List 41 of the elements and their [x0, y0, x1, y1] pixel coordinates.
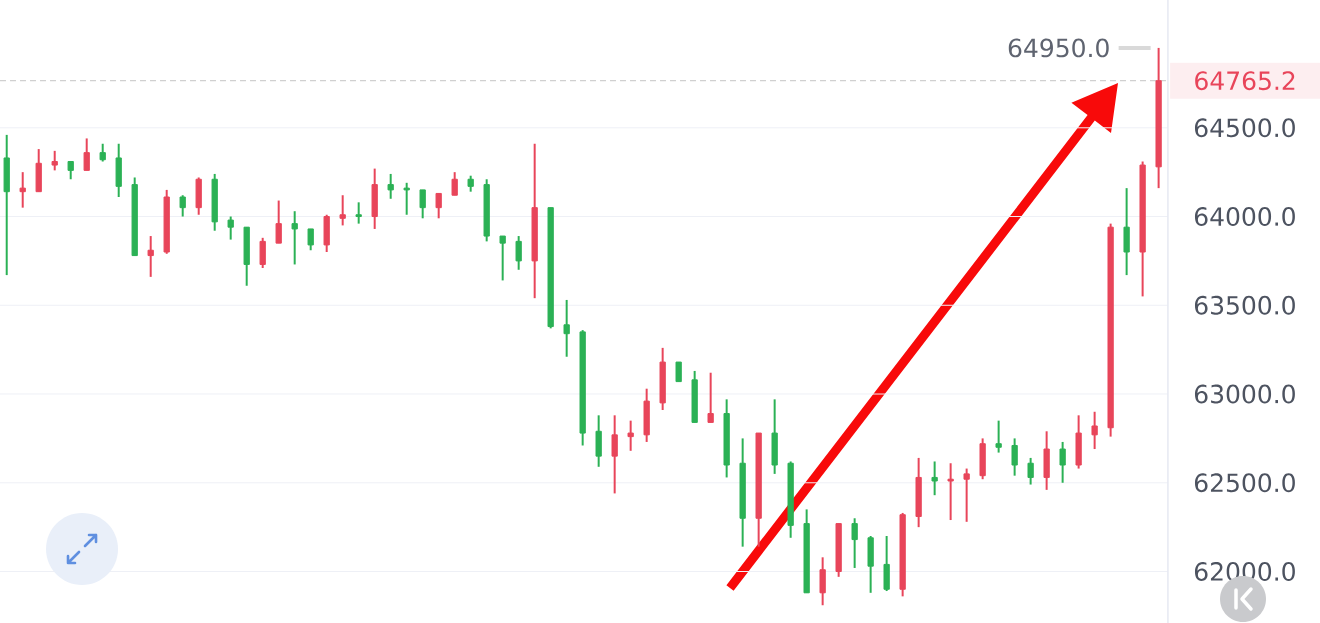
candlestick — [403, 181, 410, 216]
candlestick — [147, 235, 154, 278]
candlestick — [675, 361, 682, 383]
candlestick — [1027, 456, 1034, 486]
candlestick — [563, 298, 570, 358]
candlestick — [1059, 440, 1066, 484]
candlestick — [339, 194, 346, 227]
candlestick — [947, 462, 954, 522]
candlestick — [419, 188, 426, 220]
candlestick — [387, 172, 394, 200]
candlestick — [227, 215, 234, 241]
candlestick — [931, 460, 938, 497]
candlestick — [355, 201, 362, 225]
candlestick — [499, 235, 506, 282]
candlestick — [963, 467, 970, 523]
candlestick — [259, 236, 266, 269]
candlestick — [611, 414, 618, 495]
candlestick — [819, 556, 826, 607]
candlestick — [1091, 410, 1098, 451]
candlestick — [307, 227, 314, 252]
candlestick — [515, 235, 522, 271]
candlestick — [275, 199, 282, 245]
ref-line-label: 64765.2 — [1195, 71, 1295, 91]
y-tick-label: 63500.0 — [1194, 295, 1295, 315]
candlestick — [851, 517, 858, 569]
candlestick — [83, 137, 90, 172]
annotation: 64950.0 — [1008, 38, 1109, 58]
candlestick — [627, 419, 634, 452]
y-tick-label: 62500.0 — [1194, 473, 1295, 493]
candlestick — [435, 192, 442, 220]
candlestick — [995, 419, 1002, 454]
y-tick-label: 64000.0 — [1194, 207, 1295, 226]
candlestick — [1011, 437, 1018, 477]
candlestick — [451, 171, 458, 197]
y-tick-label: 64500.0 — [1194, 118, 1295, 138]
candlestick — [19, 171, 26, 209]
y-tick-label: 63000.0 — [1194, 384, 1295, 404]
candlestick — [51, 149, 58, 172]
candlestick — [707, 371, 714, 424]
candlestick — [179, 194, 186, 218]
candlestick — [291, 210, 298, 266]
